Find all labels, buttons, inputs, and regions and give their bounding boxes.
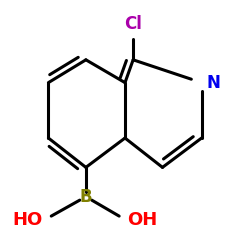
Text: B: B [80, 188, 92, 206]
Text: HO: HO [12, 210, 43, 228]
Text: OH: OH [128, 210, 158, 228]
Text: Cl: Cl [124, 15, 142, 33]
Text: N: N [206, 74, 220, 92]
